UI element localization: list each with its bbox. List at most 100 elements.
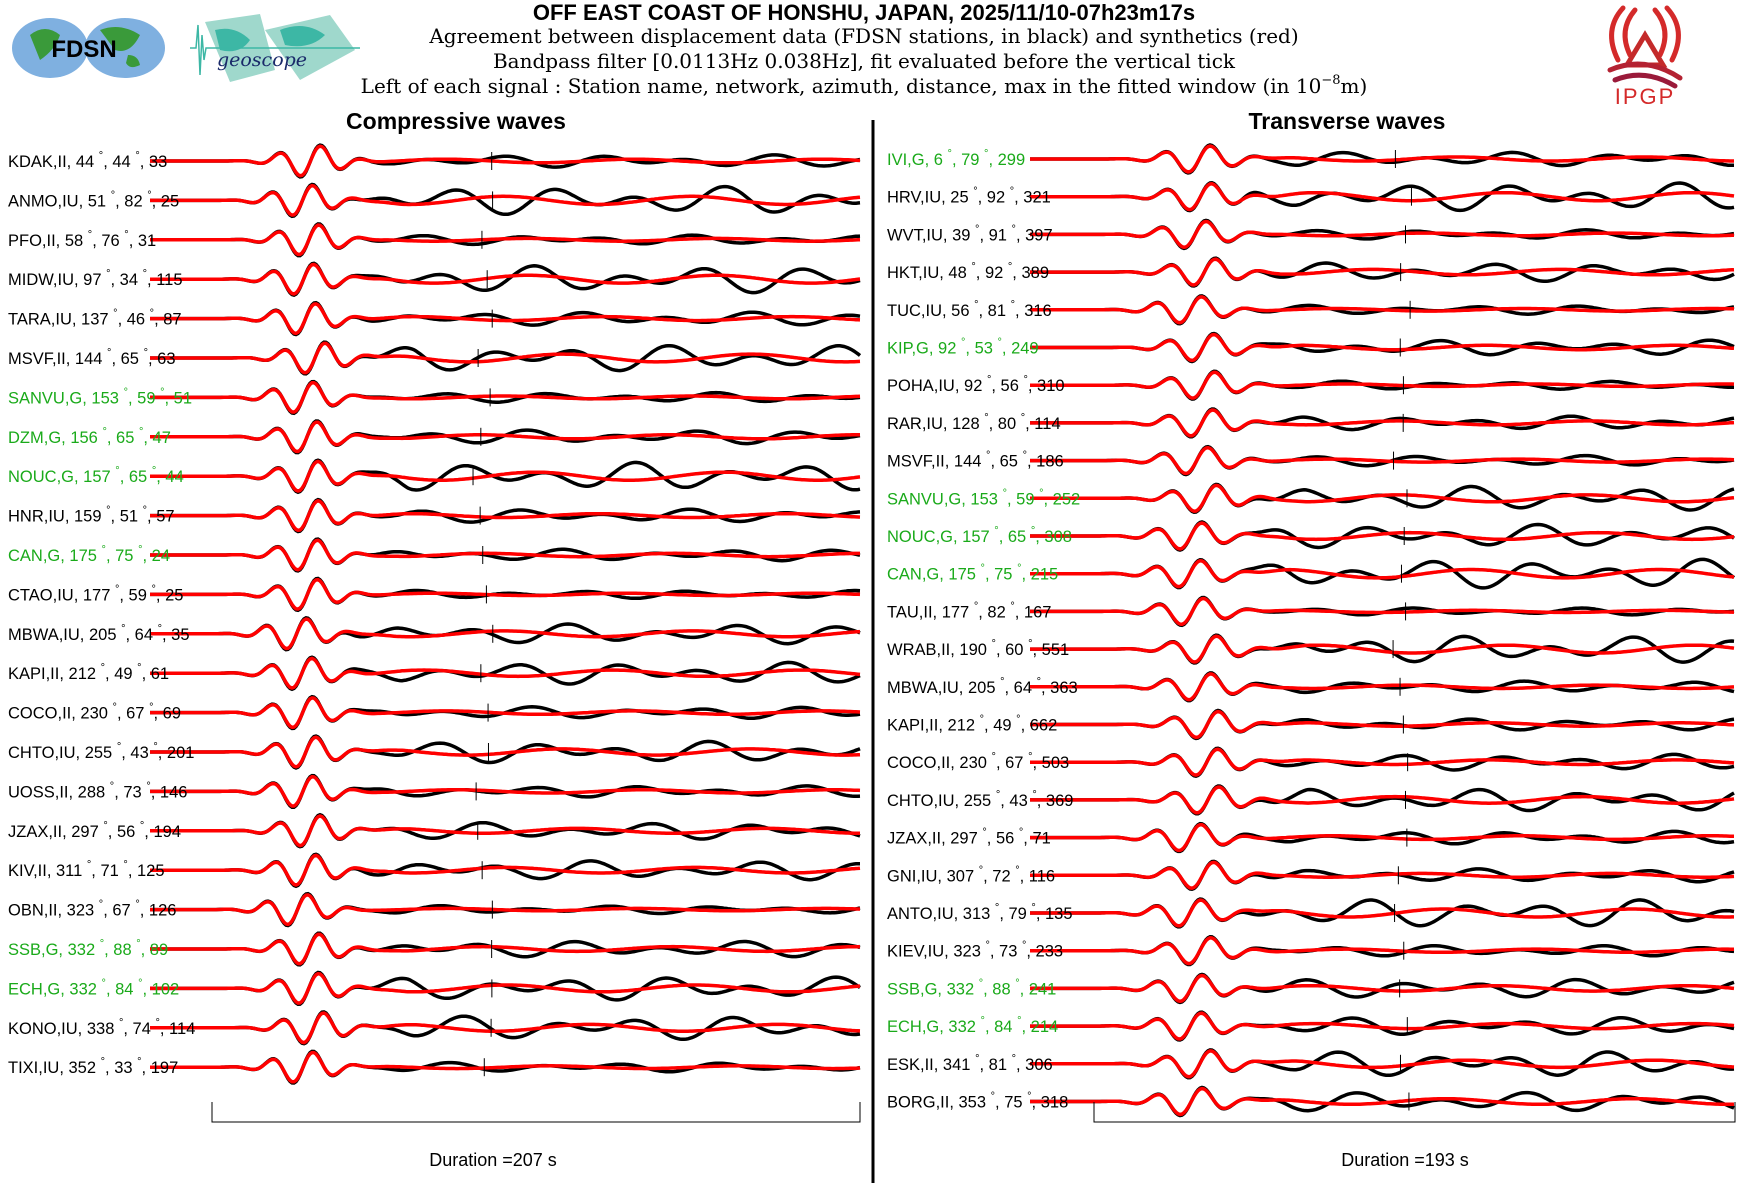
- station-label-part: , 92: [976, 264, 1008, 282]
- station-label-part: , 194: [144, 823, 181, 841]
- degree-sign: °: [1023, 450, 1027, 462]
- synthetic-waveform: [150, 381, 861, 414]
- station-trace-row: SSB,G, 332 °, 88 °, 89: [8, 931, 861, 967]
- station-label: COCO,II, 230 °, 67 °, 69: [8, 702, 181, 723]
- station-label-part: , 92: [978, 189, 1010, 207]
- station-label-part: TIXI,IU, 352: [8, 1059, 101, 1077]
- synthetic-waveform: [1030, 709, 1735, 740]
- station-label-part: , 389: [1012, 264, 1049, 282]
- synthetic-waveform: [1030, 936, 1734, 966]
- station-label-part: NOUC,G, 157: [887, 528, 994, 546]
- synthetic-waveform: [150, 617, 861, 651]
- degree-sign: °: [1028, 638, 1032, 650]
- station-trace-row: MSVF,II, 144 °, 65 °, 63: [8, 340, 862, 376]
- synthetic-waveform: [1030, 596, 1735, 627]
- station-label-part: , 33: [140, 153, 168, 171]
- synthetic-waveform: [150, 341, 861, 375]
- station-label-part: , 74: [123, 1020, 155, 1038]
- station-trace-row: RAR,IU, 128 °, 80 °, 114: [887, 407, 1735, 439]
- station-label-part: , 75: [985, 566, 1017, 584]
- synthetic-waveform: [1030, 182, 1735, 212]
- synthetic-waveform: [150, 656, 861, 690]
- station-trace-row: KIP,G, 92 °, 53 °, 249: [887, 331, 1735, 364]
- station-trace-row: CAN,G, 175 °, 75 °, 215: [887, 557, 1736, 590]
- degree-sign: °: [1008, 261, 1012, 273]
- station-label-part: UOSS,II, 288: [8, 783, 110, 801]
- station-label: TAU,II, 177 °, 82 °, 167: [887, 600, 1051, 621]
- station-label-part: , 46: [118, 311, 150, 329]
- subtitle-line-3-suffix: m): [1341, 74, 1368, 98]
- station-label-part: , 87: [154, 311, 182, 329]
- degree-sign: °: [1031, 902, 1035, 914]
- station-label-part: SANVU,G, 153: [8, 389, 124, 407]
- degree-sign: °: [1012, 223, 1016, 235]
- synthetic-waveform: [1030, 785, 1735, 815]
- station-label-part: RAR,IU, 128: [887, 415, 984, 433]
- station-label-part: ECH,G, 332: [8, 980, 102, 998]
- subtitle-line-3-prefix: Left of each signal : Station name, netw…: [361, 74, 1322, 98]
- transverse-panel-title: Transverse waves: [1249, 108, 1446, 134]
- station-label: JZAX,II, 297 °, 56 °, 71: [887, 827, 1051, 848]
- station-label: TUC,IU, 56 °, 81 °, 316: [887, 299, 1052, 320]
- degree-sign: °: [137, 662, 141, 674]
- synthetic-waveform: [1030, 370, 1735, 400]
- station-label-part: , 102: [142, 980, 179, 998]
- degree-sign: °: [138, 977, 142, 989]
- synthetic-waveform: [1030, 144, 1734, 174]
- synthetic-waveform: [150, 853, 861, 887]
- station-trace-row: ESK,II, 341 °, 81 °, 306: [887, 1048, 1735, 1080]
- station-label-part: , 75: [995, 1094, 1027, 1112]
- station-label-part: , 59: [119, 586, 151, 604]
- compressive-duration-bar: [211, 1102, 861, 1123]
- degree-sign: °: [113, 308, 117, 320]
- station-label: MSVF,II, 144 °, 65 °, 63: [8, 347, 176, 368]
- degree-sign: °: [121, 623, 125, 635]
- station-label-part: , 79: [952, 151, 984, 169]
- station-label: ANMO,IU, 51 °, 82 °, 25: [8, 189, 179, 210]
- degree-sign: °: [984, 412, 988, 424]
- degree-sign: °: [1037, 676, 1041, 688]
- station-label: KIEV,IU, 323 °, 73 °, 233: [887, 940, 1063, 961]
- station-label: TARA,IU, 137 °, 46 °, 87: [8, 308, 182, 329]
- ipgp-logo-text: IPGP: [1615, 84, 1676, 109]
- station-label: MBWA,IU, 205 °, 64 °, 35: [8, 623, 190, 644]
- station-label: SANVU,G, 153 °, 59 °, 51: [8, 386, 192, 407]
- station-label: KAPI,II, 212 °, 49 °, 662: [887, 714, 1057, 735]
- station-label: DZM,G, 156 °, 65 °, 47: [8, 426, 171, 447]
- synthetic-waveform: [1030, 295, 1734, 325]
- station-trace-row: COCO,II, 230 °, 67 °, 69: [8, 694, 861, 731]
- ipgp-logo: IPGP: [1607, 5, 1683, 109]
- station-label: MBWA,IU, 205 °, 64 °, 363: [887, 676, 1078, 697]
- station-trace-row: SANVU,G, 153 °, 59 °, 51: [8, 379, 861, 416]
- synthetic-waveform: [150, 420, 860, 454]
- station-label: NOUC,G, 157 °, 65 °, 44: [8, 465, 184, 486]
- degree-sign: °: [150, 308, 154, 320]
- synthetic-waveform: [1030, 1086, 1735, 1117]
- station-trace-row: POHA,IU, 92 °, 56 °, 310: [887, 369, 1735, 401]
- degree-sign: °: [124, 229, 128, 241]
- station-trace-row: NOUC,G, 157 °, 65 °, 44: [8, 458, 861, 495]
- degree-sign: °: [124, 386, 128, 398]
- station-label-part: , 551: [1032, 641, 1069, 659]
- station-label: ECH,G, 332 °, 84 °, 102: [8, 977, 179, 998]
- station-trace-row: MBWA,IU, 205 °, 64 °, 35: [8, 616, 861, 652]
- station-trace-row: JZAX,II, 297 °, 56 °, 71: [887, 821, 1735, 854]
- station-label-part: PFO,II, 58: [8, 232, 88, 250]
- subtitle-line-1: Agreement between displacement data (FDS…: [428, 24, 1298, 48]
- synthetic-waveform: [150, 1011, 861, 1045]
- station-label: CAN,G, 175 °, 75 °, 24: [8, 544, 170, 565]
- degree-sign: °: [1012, 1053, 1016, 1065]
- station-label-part: , 65: [999, 528, 1031, 546]
- degree-sign: °: [981, 563, 985, 575]
- synthetic-waveform: [1030, 521, 1735, 551]
- station-label-part: , 69: [153, 705, 181, 723]
- degree-sign: °: [153, 741, 157, 753]
- subtitle-line-3: Left of each signal : Station name, netw…: [361, 73, 1368, 98]
- station-label-part: , 88: [983, 980, 1015, 998]
- degree-sign: °: [115, 583, 119, 595]
- station-label-part: KIP,G, 92: [887, 340, 961, 358]
- station-label: KIP,G, 92 °, 53 °, 249: [887, 337, 1039, 358]
- degree-sign: °: [974, 299, 978, 311]
- station-label-part: SANVU,G, 153: [887, 490, 1003, 508]
- degree-sign: °: [136, 938, 140, 950]
